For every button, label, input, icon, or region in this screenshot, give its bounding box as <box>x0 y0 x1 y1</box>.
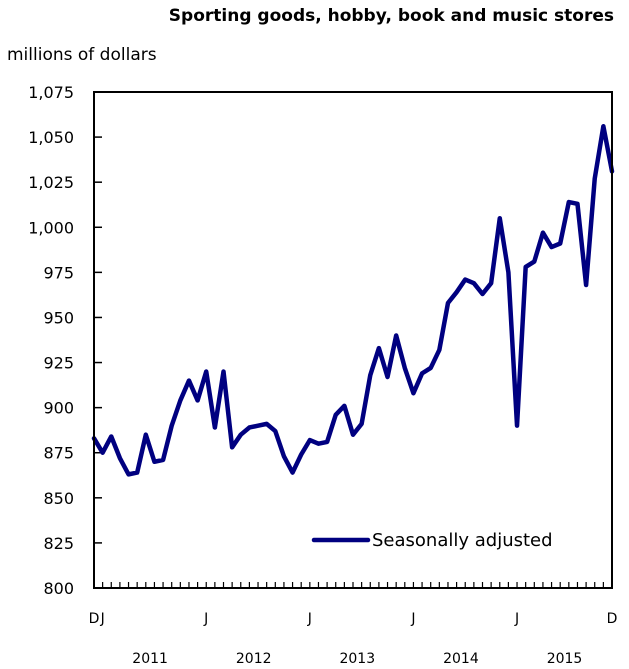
year-labels: 2011 2012 2013 2014 2015 <box>132 651 582 667</box>
y-tick-label: 1,025 <box>28 173 74 192</box>
year-label: 2011 <box>132 651 168 667</box>
x-tick-label: J <box>100 611 105 627</box>
plot-frame <box>93 91 613 589</box>
x-tick-label: J <box>203 611 208 627</box>
series-line-seasonally-adjusted <box>91 124 615 477</box>
y-tick-label: 825 <box>43 534 74 553</box>
y-tick-label: 850 <box>43 489 74 508</box>
y-tick-label: 975 <box>43 263 74 282</box>
year-label: 2012 <box>236 651 272 667</box>
year-label: 2014 <box>443 651 479 667</box>
y-tick-label: 800 <box>43 579 74 598</box>
unit-label: millions of dollars <box>7 45 157 65</box>
y-tick-label: 925 <box>43 354 74 373</box>
legend-label: Seasonally adjusted <box>372 530 553 551</box>
y-tick-label: 875 <box>43 444 74 463</box>
x-tick-label: D <box>89 611 100 627</box>
y-tick-label: 1,050 <box>28 128 74 147</box>
x-tick-label: J <box>514 611 519 627</box>
year-label: 2013 <box>339 651 375 667</box>
chart-title: Sporting goods, hobby, book and music st… <box>168 6 614 26</box>
x-tick-label: D <box>607 611 618 627</box>
y-tick-label: 1,075 <box>28 83 74 102</box>
y-tick-label: 1,000 <box>28 218 74 237</box>
year-label: 2015 <box>547 651 583 667</box>
x-tick-label: J <box>410 611 415 627</box>
y-tick-label: 950 <box>43 308 74 327</box>
x-tick-label: J <box>307 611 312 627</box>
legend: Seasonally adjusted <box>311 530 553 551</box>
y-tick-label: 900 <box>43 399 74 418</box>
y-axis-ticks: 800 825 850 875 900 925 950 975 1,000 1,025 1,050 1… <box>28 83 102 598</box>
